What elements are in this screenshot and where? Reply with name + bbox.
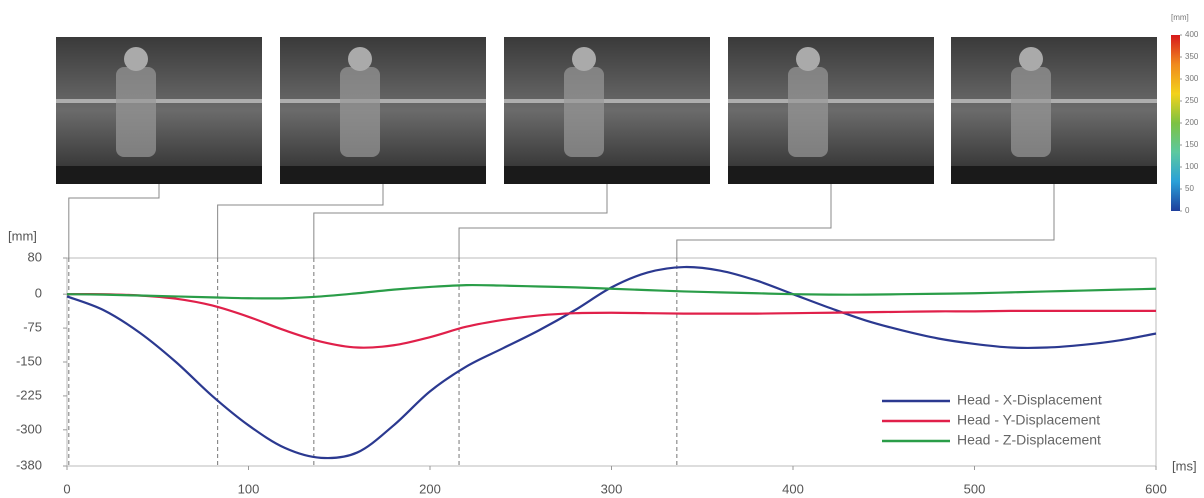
photo (951, 37, 1157, 184)
head (796, 47, 820, 71)
head (348, 47, 372, 71)
legend-label: Head - X-Displacement (957, 392, 1102, 408)
floor (280, 166, 486, 184)
x-axis-label: [ms] (1172, 458, 1197, 473)
legend-label: Head - Y-Displacement (957, 412, 1100, 428)
seat (1011, 67, 1051, 157)
photo (504, 37, 710, 184)
photo (728, 37, 934, 184)
y-tick-label: -75 (23, 320, 42, 335)
colorbar-tick-label: 250 (1185, 96, 1199, 105)
colorbar-tick-label: 200 (1185, 118, 1199, 127)
x-tick-label: 400 (782, 481, 804, 496)
floor (504, 166, 710, 184)
head (1019, 47, 1043, 71)
x-tick-label: 500 (964, 481, 986, 496)
y-axis-label: [mm] (8, 228, 37, 243)
connector (676, 184, 1055, 258)
rail (951, 99, 1157, 103)
seat (116, 67, 156, 157)
colorbar (1171, 35, 1180, 211)
series-line (66, 265, 1157, 460)
photo (56, 37, 262, 184)
head (572, 47, 596, 71)
y-tick-label: 80 (28, 249, 42, 264)
x-tick-label: 200 (419, 481, 441, 496)
rail (56, 99, 262, 103)
connector (458, 184, 832, 258)
x-tick-label: 100 (238, 481, 260, 496)
colorbar-tick-label: 100 (1185, 162, 1199, 171)
connector (313, 184, 608, 258)
floor (728, 166, 934, 184)
colorbar-tick-label: 50 (1185, 184, 1194, 193)
colorbar-tick-label: 350 (1185, 52, 1199, 61)
rail (504, 99, 710, 103)
seat (564, 67, 604, 157)
connector (68, 184, 160, 258)
head (124, 47, 148, 71)
colorbar-tick-label: 300 (1185, 74, 1199, 83)
x-tick-label: 600 (1145, 481, 1167, 496)
x-tick-label: 0 (63, 481, 70, 496)
floor (951, 166, 1157, 184)
y-tick-label: -150 (16, 353, 42, 368)
rail (280, 99, 486, 103)
x-tick-label: 300 (601, 481, 623, 496)
colorbar-tick-label: 0 (1185, 206, 1190, 215)
y-tick-label: -380 (16, 457, 42, 472)
seat (340, 67, 380, 157)
y-tick-label: -300 (16, 421, 42, 436)
photo (280, 37, 486, 184)
series-line (66, 292, 1157, 349)
y-tick-label: 0 (35, 286, 42, 301)
y-tick-label: -225 (16, 387, 42, 402)
colorbar-title: [mm] (1171, 13, 1189, 22)
floor (56, 166, 262, 184)
seat (788, 67, 828, 157)
connector (217, 184, 384, 258)
legend-label: Head - Z-Displacement (957, 432, 1101, 448)
series-line (66, 283, 1157, 300)
photo-strip (56, 37, 1157, 184)
colorbar-tick-label: 400 (1185, 30, 1199, 39)
colorbar-tick-label: 150 (1185, 140, 1199, 149)
rail (728, 99, 934, 103)
